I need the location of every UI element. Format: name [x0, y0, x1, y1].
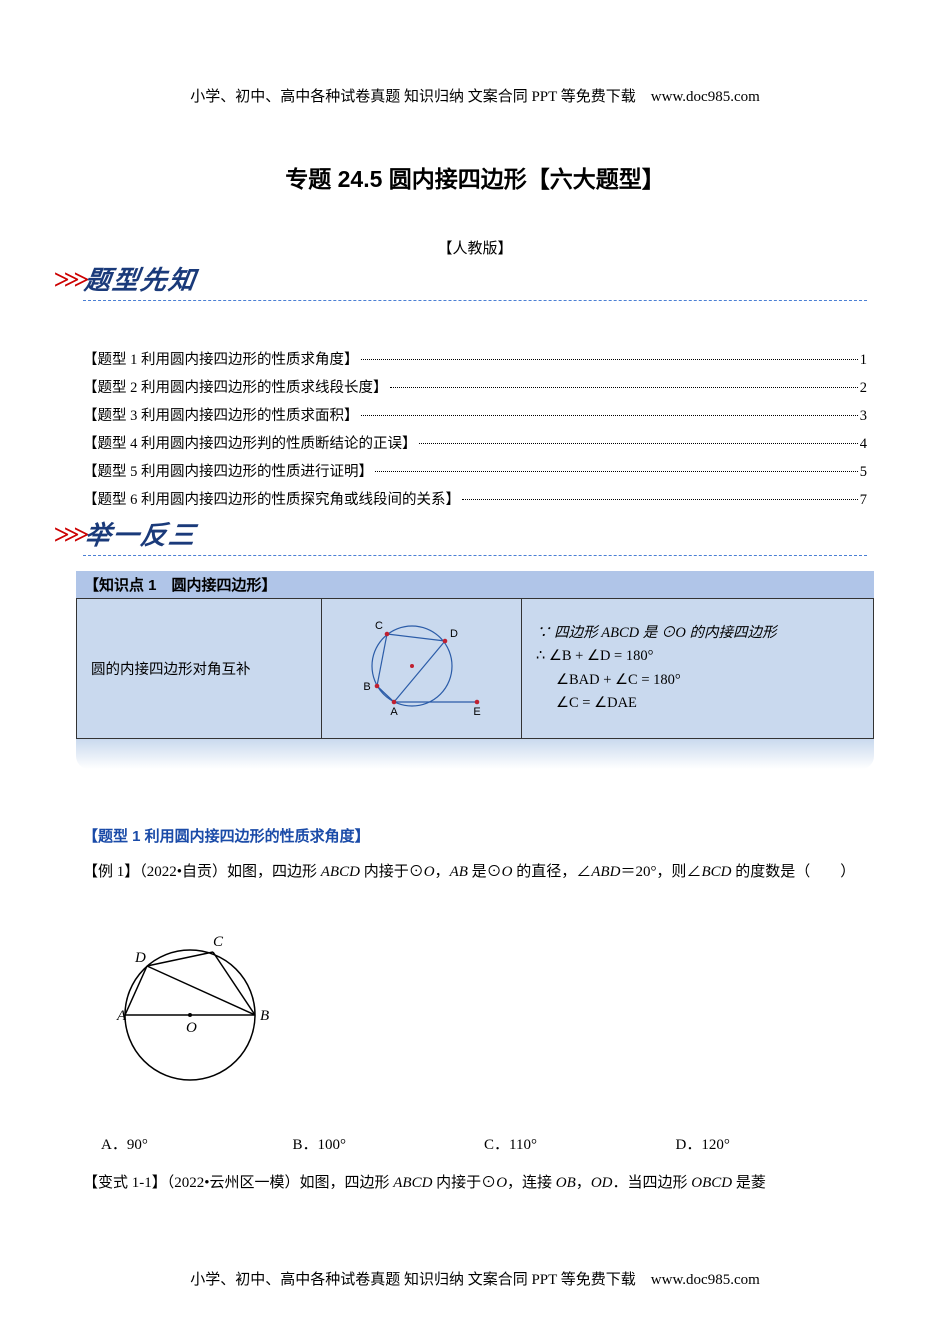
- toc-label: 【题型 6 利用圆内接四边形的性质探究角或线段间的关系】: [83, 488, 460, 509]
- math-line: ∠BAD + ∠C = 180°: [536, 669, 859, 692]
- toc-page: 5: [860, 464, 867, 481]
- svg-text:E: E: [473, 706, 480, 718]
- fade-decoration: [76, 739, 874, 769]
- toc-row[interactable]: 【题型 3 利用圆内接四边形的性质求面积】 3: [83, 404, 867, 425]
- toc-dots: [375, 471, 858, 472]
- arrow-icon: >>>: [53, 520, 83, 552]
- brush-text-2: 举一反三: [82, 515, 199, 552]
- toc-page: 3: [860, 408, 867, 425]
- svg-text:D: D: [450, 628, 458, 640]
- toc-row[interactable]: 【题型 4 利用圆内接四边形判的性质断结论的正误】 4: [83, 432, 867, 453]
- problem-1-figure: A B C D O: [100, 920, 280, 1095]
- section-heading: 【题型 1 利用圆内接四边形的性质求角度】: [83, 825, 370, 846]
- toc-row[interactable]: 【题型 6 利用圆内接四边形的性质探究角或线段间的关系】 7: [83, 488, 867, 509]
- toc-dots: [361, 415, 858, 416]
- page-header: 小学、初中、高中各种试卷真题 知识归纳 文案合同 PPT 等免费下载 www.d…: [0, 85, 950, 106]
- toc-page: 4: [860, 436, 867, 453]
- option-d[interactable]: D．120°: [676, 1133, 868, 1154]
- brush-heading-2: >>> 举一反三: [53, 515, 197, 552]
- svg-text:B: B: [260, 1008, 269, 1024]
- subtitle: 【人教版】: [0, 237, 950, 258]
- option-b[interactable]: B．100°: [293, 1133, 485, 1154]
- math-line: ∠C = ∠DAE: [536, 692, 859, 715]
- problem-1-1: 【变式 1-1】（2022•云州区一模）如图，四边形 ABCD 内接于⊙O，连接…: [83, 1168, 867, 1198]
- divider: [83, 555, 867, 556]
- brush-heading-1: >>> 题型先知: [53, 260, 197, 297]
- inscribed-quad-diagram: A B C D E: [347, 611, 497, 721]
- math-line: ∴ ∠B + ∠D = 180°: [536, 645, 859, 668]
- answer-options: A．90° B．100° C．110° D．120°: [83, 1133, 867, 1154]
- toc-row[interactable]: 【题型 2 利用圆内接四边形的性质求线段长度】 2: [83, 376, 867, 397]
- toc-page: 7: [860, 492, 867, 509]
- toc-label: 【题型 1 利用圆内接四边形的性质求角度】: [83, 348, 359, 369]
- main-title: 专题 24.5 圆内接四边形【六大题型】: [0, 160, 950, 194]
- option-c[interactable]: C．110°: [484, 1133, 676, 1154]
- svg-text:C: C: [375, 620, 383, 632]
- toc-dots: [390, 387, 858, 388]
- problem-1: 【例 1】（2022•自贡）如图，四边形 ABCD 内接于⊙O，AB 是⊙O 的…: [83, 857, 867, 887]
- divider: [83, 300, 867, 301]
- svg-text:D: D: [134, 950, 146, 966]
- knowledge-text-cell: 圆的内接四边形对角互补: [77, 599, 322, 739]
- math-line: ∵ 四边形 ABCD 是 ⊙O 的内接四边形: [536, 622, 859, 645]
- toc-row[interactable]: 【题型 1 利用圆内接四边形的性质求角度】 1: [83, 348, 867, 369]
- table-row: 圆的内接四边形对角互补: [77, 599, 874, 739]
- page-footer: 小学、初中、高中各种试卷真题 知识归纳 文案合同 PPT 等免费下载 www.d…: [0, 1268, 950, 1289]
- option-a[interactable]: A．90°: [83, 1133, 293, 1154]
- toc-page: 1: [860, 352, 867, 369]
- svg-text:B: B: [363, 681, 370, 693]
- toc-label: 【题型 3 利用圆内接四边形的性质求面积】: [83, 404, 359, 425]
- arrow-icon: >>>: [53, 265, 83, 297]
- svg-text:A: A: [116, 1008, 127, 1024]
- table-of-contents: 【题型 1 利用圆内接四边形的性质求角度】 1 【题型 2 利用圆内接四边形的性…: [83, 348, 867, 516]
- toc-dots: [361, 359, 858, 360]
- svg-text:O: O: [186, 1020, 197, 1036]
- knowledge-diagram-cell: A B C D E: [322, 599, 522, 739]
- svg-text:A: A: [390, 706, 398, 718]
- svg-text:C: C: [213, 934, 224, 950]
- brush-text-1: 题型先知: [82, 260, 199, 297]
- toc-label: 【题型 5 利用圆内接四边形的性质进行证明】: [83, 460, 373, 481]
- toc-row[interactable]: 【题型 5 利用圆内接四边形的性质进行证明】 5: [83, 460, 867, 481]
- toc-dots: [419, 443, 858, 444]
- toc-label: 【题型 4 利用圆内接四边形判的性质断结论的正误】: [83, 432, 417, 453]
- toc-dots: [462, 499, 858, 500]
- knowledge-math-cell: ∵ 四边形 ABCD 是 ⊙O 的内接四边形 ∴ ∠B + ∠D = 180° …: [522, 599, 874, 739]
- knowledge-header: 【知识点 1 圆内接四边形】: [76, 571, 874, 598]
- toc-page: 2: [860, 380, 867, 397]
- knowledge-box: 【知识点 1 圆内接四边形】 圆的内接四边形对角互补: [76, 571, 874, 769]
- toc-label: 【题型 2 利用圆内接四边形的性质求线段长度】: [83, 376, 388, 397]
